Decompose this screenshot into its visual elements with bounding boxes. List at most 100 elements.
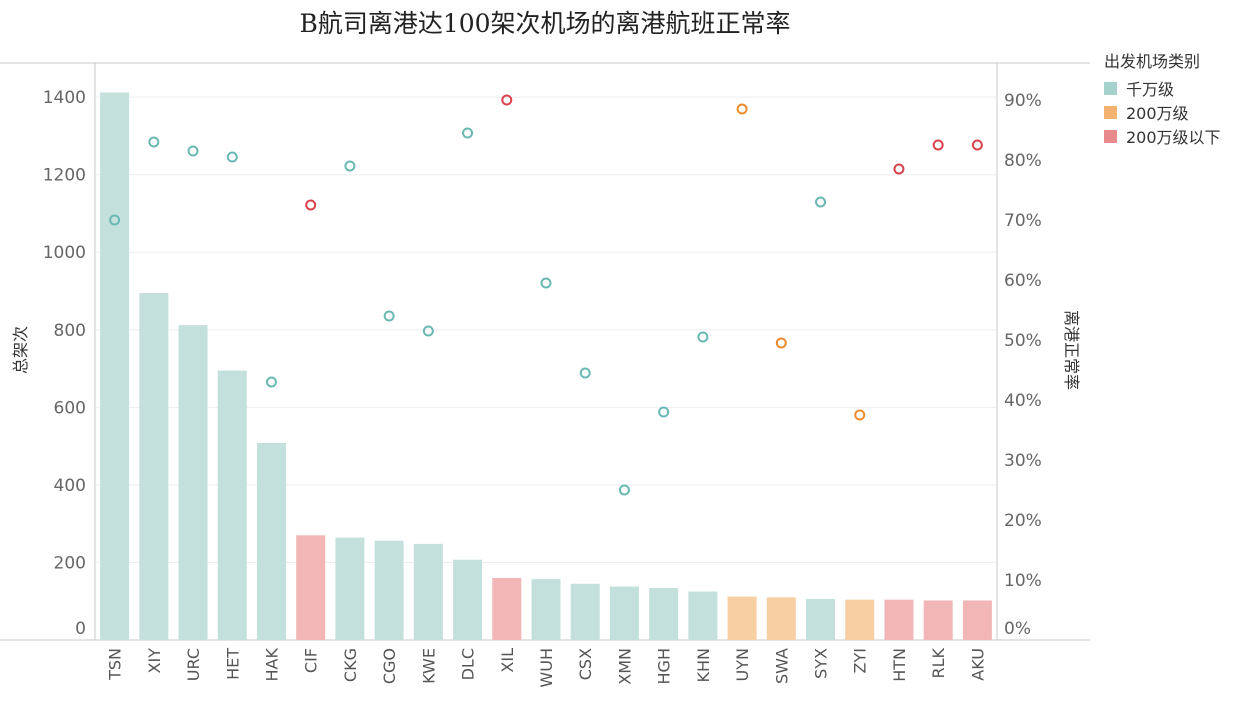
rate-dot-cif[interactable] [305, 199, 317, 211]
bar-xmn[interactable] [609, 586, 639, 640]
rate-dot-ckg[interactable] [344, 160, 356, 172]
rate-dot-het[interactable] [226, 151, 238, 163]
rate-dot-xiy[interactable] [148, 136, 160, 148]
y2-tick-label: 30% [1004, 451, 1042, 471]
x-tick-label: CSX [576, 648, 595, 680]
y2-tick-label: 20% [1004, 511, 1042, 531]
y2-tick-label: 0% [1004, 619, 1031, 639]
y2-tick-label: 90% [1004, 91, 1042, 111]
bar-csx[interactable] [570, 583, 600, 640]
rate-dot-wuh[interactable] [540, 277, 552, 289]
rate-dot-kwe[interactable] [422, 325, 434, 337]
y2-tick-label: 60% [1004, 271, 1042, 291]
bar-xil[interactable] [492, 577, 522, 640]
bar-cif[interactable] [296, 535, 326, 640]
bar-rlk[interactable] [923, 600, 953, 640]
legend-swatch-tier1 [1104, 81, 1117, 95]
x-tick-label: WUH [537, 648, 556, 688]
bar-het[interactable] [217, 370, 247, 640]
y-tick-label: 400 [54, 476, 86, 496]
y2-tick-label: 80% [1004, 151, 1042, 171]
legend-swatch-tier3 [1104, 129, 1117, 143]
legend-item-tier2[interactable]: 200万级 [1104, 100, 1221, 124]
bar-urc[interactable] [178, 325, 208, 640]
x-tick-label: XIL [498, 648, 517, 673]
legend-title: 出发机场类别 [1104, 52, 1201, 71]
legend-label-tier1: 千万级 [1126, 80, 1175, 99]
bar-khn[interactable] [688, 591, 718, 640]
y-axis-title: 总架次 [11, 326, 30, 374]
rate-dot-dlc[interactable] [462, 127, 474, 139]
bar-tsn[interactable] [100, 92, 130, 640]
x-tick-label: XMN [615, 648, 634, 685]
y-tick-label: 1400 [43, 88, 86, 108]
rate-dot-rlk[interactable] [932, 139, 944, 151]
bar-hgh[interactable] [649, 588, 679, 640]
legend: 出发机场类别 千万级 200万级 200万级以下 [1104, 48, 1221, 148]
y-tick-label: 800 [54, 321, 86, 341]
rate-dot-tsn[interactable] [109, 214, 121, 226]
bar-syx[interactable] [806, 598, 836, 640]
rate-dot-csx[interactable] [579, 367, 591, 379]
legend-label-tier2: 200万级 [1126, 104, 1189, 123]
x-tick-label: KHN [694, 648, 713, 683]
x-tick-label: SYX [812, 648, 831, 679]
legend-item-tier3[interactable]: 200万级以下 [1104, 124, 1221, 148]
x-tick-label: HAK [262, 647, 281, 681]
x-tick-label: ZYI [851, 648, 870, 673]
rate-dot-xil[interactable] [501, 94, 513, 106]
x-tick-label: DLC [459, 648, 478, 680]
bar-hak[interactable] [256, 443, 286, 640]
x-tick-label: XIY [145, 648, 164, 674]
bar-aku[interactable] [962, 600, 992, 640]
x-tick-label: HTN [890, 648, 909, 682]
x-tick-label: URC [184, 648, 203, 681]
y2-axis-title: 离港正常率 [1062, 310, 1081, 390]
bar-zyi[interactable] [845, 599, 875, 640]
y2-tick-label: 10% [1004, 571, 1042, 591]
y2-tick-label: 50% [1004, 331, 1042, 351]
rate-dot-hak[interactable] [265, 376, 277, 388]
bar-htn[interactable] [884, 599, 914, 640]
x-tick-label: RLK [929, 648, 948, 679]
rate-dot-uyn[interactable] [736, 103, 748, 115]
y2-tick-label: 40% [1004, 391, 1042, 411]
rate-dot-xmn[interactable] [618, 484, 630, 496]
x-tick-label: AKU [968, 648, 987, 681]
y-tick-label: 1200 [43, 166, 86, 186]
bar-kwe[interactable] [413, 543, 443, 640]
x-tick-label: SWA [772, 648, 791, 684]
rate-dot-khn[interactable] [697, 331, 709, 343]
x-tick-label: HGH [655, 648, 674, 684]
rate-dot-cgo[interactable] [383, 310, 395, 322]
rate-dot-syx[interactable] [815, 196, 827, 208]
x-tick-label: HET [223, 648, 242, 680]
bar-ckg[interactable] [335, 537, 365, 640]
legend-label-tier3: 200万级以下 [1126, 128, 1221, 147]
rate-dot-htn[interactable] [893, 163, 905, 175]
bar-cgo[interactable] [374, 540, 404, 640]
x-tick-label: TSN [106, 648, 125, 681]
bar-xiy[interactable] [139, 292, 169, 640]
bar-wuh[interactable] [531, 579, 561, 640]
legend-swatch-tier2 [1104, 105, 1117, 119]
rate-dot-hgh[interactable] [658, 406, 670, 418]
y-tick-label: 600 [54, 398, 86, 418]
rate-dot-urc[interactable] [187, 145, 199, 157]
rate-dot-aku[interactable] [971, 139, 983, 151]
x-tick-label: CKG [341, 648, 360, 682]
y-tick-label: 1000 [43, 243, 86, 263]
legend-item-tier1[interactable]: 千万级 [1104, 76, 1221, 100]
bar-uyn[interactable] [727, 596, 757, 640]
x-tick-label: UYN [733, 648, 752, 681]
bar-swa[interactable] [766, 597, 796, 640]
x-tick-label: KWE [419, 648, 438, 684]
rate-dot-swa[interactable] [775, 337, 787, 349]
y2-tick-label: 70% [1004, 211, 1042, 231]
y-tick-label: 0 [75, 619, 86, 639]
bar-dlc[interactable] [453, 559, 483, 640]
rate-dot-zyi[interactable] [854, 409, 866, 421]
y-tick-label: 200 [54, 553, 86, 573]
